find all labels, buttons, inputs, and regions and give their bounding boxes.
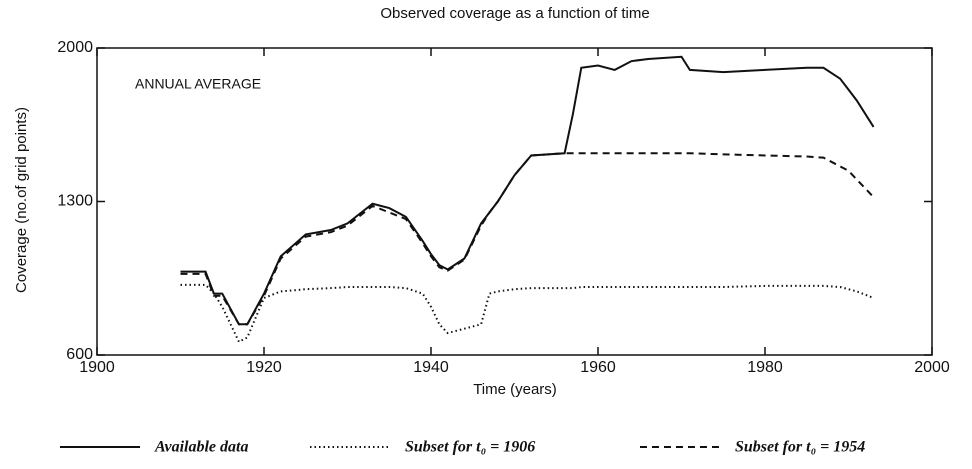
series-line [180, 55, 875, 326]
legend-label: Subset for t₀ = 1906 [405, 439, 535, 456]
x-tick-label: 1900 [79, 359, 115, 376]
chart-title: Observed coverage as a function of time [380, 5, 649, 22]
series-line [180, 283, 874, 344]
series-line [180, 152, 875, 326]
y-tick-label: 600 [66, 346, 93, 363]
x-tick-label: 1920 [246, 359, 282, 376]
x-axis-label: Time (years) [473, 381, 557, 398]
annotation: ANNUAL AVERAGE [135, 76, 261, 92]
x-tick-label: 1940 [413, 359, 449, 376]
y-tick-label: 2000 [57, 39, 93, 56]
legend-label: Subset for t₀ = 1954 [735, 439, 865, 456]
legend-label: Available data [154, 439, 248, 456]
x-tick-label: 1960 [580, 359, 616, 376]
y-axis-label: Coverage (no.of grid points) [13, 107, 30, 293]
x-tick-label: 1980 [747, 359, 783, 376]
y-tick-label: 1300 [57, 193, 93, 210]
x-tick-label: 2000 [914, 359, 950, 376]
